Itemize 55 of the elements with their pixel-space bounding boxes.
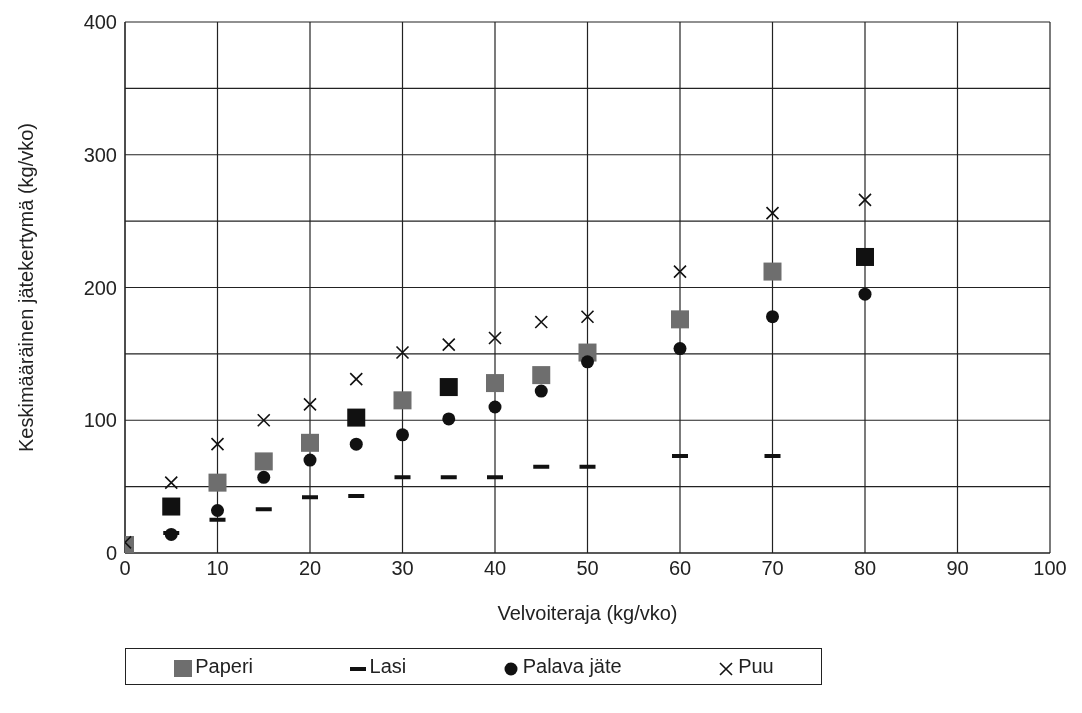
x-tick-label: 100 xyxy=(1033,557,1067,580)
point xyxy=(486,374,504,393)
x-tick-label: 70 xyxy=(761,557,784,580)
x-tick-label: 80 xyxy=(853,557,877,580)
point xyxy=(532,366,551,385)
point xyxy=(393,391,412,410)
legend-label: Palava jäte xyxy=(522,655,622,678)
point xyxy=(256,413,271,428)
y-tick-label: 100 xyxy=(83,409,117,432)
point xyxy=(210,437,225,451)
point xyxy=(580,309,595,324)
x-tick-label: 40 xyxy=(483,557,507,580)
point xyxy=(534,384,548,398)
point xyxy=(301,433,319,452)
point xyxy=(763,262,782,281)
point xyxy=(765,206,780,220)
point xyxy=(858,287,872,301)
x-axis-title: Velvoiteraja (kg/vko) xyxy=(497,602,678,624)
y-axis-title: Keskimääräinen jätekertymä (kg/vko) xyxy=(15,122,38,453)
point xyxy=(488,331,502,345)
point xyxy=(858,193,872,207)
point xyxy=(164,475,179,490)
point xyxy=(303,397,317,412)
point xyxy=(534,315,549,329)
point xyxy=(673,342,687,356)
x-tick-label: 60 xyxy=(668,557,692,580)
y-tick-label: 300 xyxy=(83,143,117,166)
x-tick-label: 0 xyxy=(119,557,131,580)
point xyxy=(257,470,271,484)
point xyxy=(349,372,364,386)
point xyxy=(581,355,594,369)
point xyxy=(208,473,227,492)
point xyxy=(396,428,409,442)
point xyxy=(349,437,363,451)
y-tick-label: 0 xyxy=(105,542,117,565)
x-tick-label: 10 xyxy=(206,557,229,580)
x-tick-label: 90 xyxy=(946,557,969,580)
point xyxy=(488,400,502,414)
y-tick-label: 400 xyxy=(83,11,117,34)
point xyxy=(303,453,317,467)
point xyxy=(395,345,410,360)
point xyxy=(441,337,456,352)
legend-label: Puu xyxy=(738,655,774,678)
point xyxy=(254,452,273,471)
x-tick-label: 50 xyxy=(576,557,599,580)
legend-label: Paperi xyxy=(195,655,254,678)
x-tick-label: 30 xyxy=(391,557,414,580)
x-tick-label: 20 xyxy=(298,557,322,580)
point xyxy=(211,504,224,518)
point xyxy=(442,412,456,426)
y-tick-label: 200 xyxy=(83,276,117,299)
point xyxy=(766,310,779,324)
legend-label: Lasi xyxy=(369,655,407,678)
point xyxy=(673,264,687,279)
point xyxy=(671,310,689,329)
